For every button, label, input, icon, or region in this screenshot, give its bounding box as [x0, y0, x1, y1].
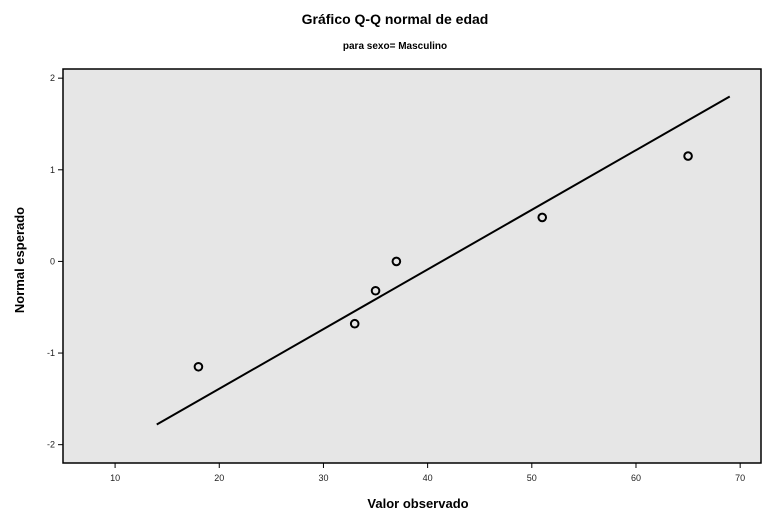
x-tick-label: 70	[735, 473, 745, 483]
x-tick-label: 50	[527, 473, 537, 483]
y-tick-label: 0	[50, 256, 55, 266]
plot-area	[62, 68, 762, 464]
chart-subtitle: para sexo= Masculino	[343, 41, 447, 52]
x-axis-title: Valor observado	[367, 496, 468, 511]
data-point	[537, 212, 548, 223]
x-tick-label: 20	[214, 473, 224, 483]
y-axis-title: Normal esperado	[12, 207, 27, 313]
data-points	[193, 151, 693, 372]
y-tick-label: -2	[47, 440, 55, 450]
chart-title: Gráfico Q-Q normal de edad	[302, 11, 489, 27]
x-tick-label: 30	[318, 473, 328, 483]
y-tick-label: 2	[50, 73, 55, 83]
x-tick-label: 40	[423, 473, 433, 483]
normal-reference-line	[156, 95, 731, 426]
data-point	[683, 151, 693, 161]
data-point	[193, 361, 204, 372]
y-tick-label: 1	[50, 165, 55, 175]
data-point	[349, 318, 360, 329]
x-tick-label: 10	[110, 473, 120, 483]
data-point	[391, 256, 402, 267]
y-axis: 2 1 0 -1 -2	[47, 73, 63, 450]
y-tick-label: -1	[47, 348, 55, 358]
data-point	[370, 285, 381, 296]
x-tick-label: 60	[631, 473, 641, 483]
x-axis: 10 20 30 40 50 60 70	[110, 463, 745, 483]
